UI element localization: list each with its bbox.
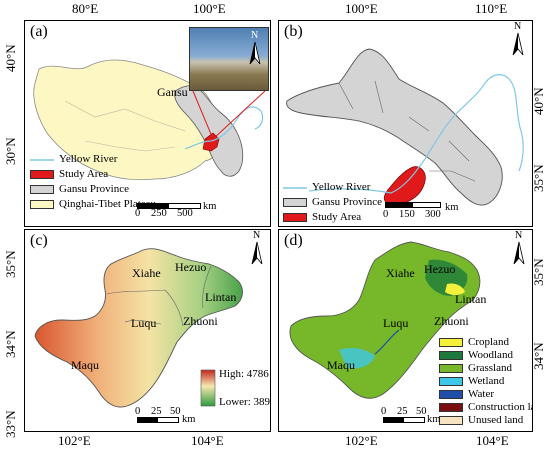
tick-34n-right: 34°N	[531, 342, 546, 370]
scale-a-500: 500	[177, 208, 193, 219]
panel-c-map-graphic	[34, 248, 243, 408]
place-maqu-d: Maqu	[327, 358, 355, 372]
place-hezuo-d: Hezuo	[424, 262, 456, 276]
tick-35n-right: 35°N	[531, 164, 546, 192]
study-area-elevation-shape	[34, 248, 243, 408]
legend-grassland: Grassland	[439, 362, 512, 374]
north-arrow-icon-a: N	[244, 30, 266, 68]
panel-a-label: (a)	[30, 23, 48, 40]
tick-104e-c: 104°E	[191, 433, 224, 448]
legend-study-area-a: Study Area	[30, 168, 108, 180]
panel-d-label: (d)	[284, 232, 303, 249]
tick-102e-d: 102°E	[345, 433, 378, 448]
scale-d-0: 0	[381, 406, 387, 417]
place-lintan-c: Lintan	[205, 290, 237, 304]
legend-woodland: Woodland	[439, 349, 513, 361]
scale-b-0: 0	[383, 209, 389, 220]
tick-34n-left: 34°N	[3, 330, 18, 358]
legend-yellow-river-a: Yellow River	[30, 153, 118, 165]
legend-construction-land: Construction land	[439, 401, 532, 413]
tick-33n-left: 33°N	[3, 410, 18, 438]
panel-a-map-graphic	[33, 59, 266, 181]
place-xiahe-d: Xiahe	[386, 266, 415, 280]
place-xiahe-c: Xiahe	[132, 266, 161, 280]
scale-bar-a	[137, 203, 201, 209]
legend-wetland: Wetland	[439, 375, 504, 387]
legend-yellow-river-b: Yellow River	[283, 181, 371, 193]
tick-102e-c: 102°E	[58, 433, 91, 448]
scale-a-km: km	[203, 201, 217, 212]
wetland-patch	[339, 348, 375, 369]
panel-d-map-graphic	[289, 241, 481, 399]
place-luqu-c: Luqu	[131, 316, 157, 330]
cropland-patch	[445, 283, 465, 295]
gansu-province-shape	[174, 85, 244, 177]
tick-30n-left: 30°N	[3, 137, 18, 165]
scale-c-0: 0	[135, 406, 141, 417]
north-arrow-icon-d: N	[508, 230, 530, 266]
scale-d-50: 50	[416, 406, 427, 417]
legend-study-area-b: Study Area	[283, 211, 361, 223]
tick-35n-right-d: 35°N	[531, 258, 546, 286]
yellow-river-line-a	[184, 106, 264, 150]
scale-b-300: 300	[425, 209, 441, 220]
panel-b-label: (b)	[284, 23, 303, 40]
place-luqu-d: Luqu	[383, 316, 409, 330]
panel-c-label: (c)	[30, 232, 48, 249]
scale-a-0: 0	[135, 208, 141, 219]
tick-100e-b: 100°E	[345, 1, 378, 16]
scale-b-km: km	[445, 202, 459, 213]
tick-100e-a: 100°E	[193, 1, 226, 16]
elevation-legend-bar	[200, 369, 216, 407]
tick-80e: 80°E	[72, 1, 99, 16]
scale-a-250: 250	[151, 208, 167, 219]
scale-bar-d	[383, 417, 425, 423]
study-area-shape-b	[383, 166, 426, 207]
scale-d-km: km	[427, 414, 441, 425]
tick-110e: 110°E	[475, 1, 508, 16]
place-gansu: Gansu	[157, 85, 188, 99]
legend-gansu-province-b: Gansu Province	[283, 196, 382, 208]
north-arrow-icon-c: N	[246, 230, 268, 266]
north-arrow-icon-b: N	[507, 21, 529, 57]
legend-qinghai-tibet-plateau: Qinghai-Tibet Plateau	[30, 198, 156, 210]
scale-b-150: 150	[399, 209, 415, 220]
tick-35n-left: 35°N	[3, 250, 18, 278]
panel-c-elevation-map: (c) Xiahe Hezuo Lintan Luqu Zhuoni Maqu …	[24, 229, 271, 432]
elevation-low-label: Lower: 3899	[219, 396, 271, 408]
legend-unused-land: Unused land	[439, 414, 523, 426]
panel-d-landuse-map: (d) Xiahe Hezuo Lintan Luqu Zhuoni Maqu …	[278, 229, 533, 432]
scale-bar-c	[137, 417, 179, 423]
panel-b-gansu-map: (b) Yellow River Gansu Province Study Ar…	[278, 20, 533, 227]
tick-104e-d: 104°E	[476, 433, 509, 448]
legend-cropland: Cropland	[439, 336, 509, 348]
place-lintan-d: Lintan	[455, 292, 487, 306]
scale-c-km: km	[182, 414, 196, 425]
legend-water: Water	[439, 388, 494, 400]
legend-gansu-province-a: Gansu Province	[30, 183, 129, 195]
place-maqu-c: Maqu	[71, 358, 99, 372]
scale-bar-b	[385, 202, 441, 208]
panel-a-location-map: Gansu (a) Yellow River Study Area Gansu …	[24, 20, 271, 227]
place-zhuoni-c: Zhuoni	[183, 314, 218, 328]
elevation-high-label: High: 4786	[219, 368, 269, 380]
scale-c-50: 50	[170, 406, 181, 417]
tick-40n-right: 40°N	[531, 87, 546, 115]
yellow-river-line-b	[308, 74, 524, 194]
gansu-province-shape-b	[286, 48, 503, 206]
place-zhuoni-d: Zhuoni	[434, 314, 469, 328]
tick-40n-left: 40°N	[3, 44, 18, 72]
scale-d-25: 25	[397, 406, 408, 417]
water-line-d	[374, 329, 400, 355]
place-hezuo-c: Hezuo	[175, 260, 207, 274]
scale-c-25: 25	[151, 406, 162, 417]
